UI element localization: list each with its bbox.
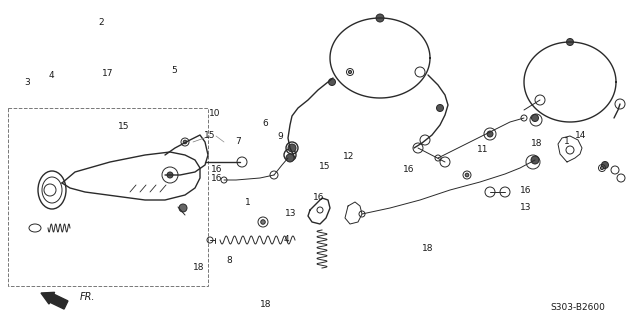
Text: 9: 9 [278, 132, 283, 141]
Text: 18: 18 [531, 139, 542, 148]
Circle shape [288, 144, 296, 152]
Text: S303-B2600: S303-B2600 [550, 303, 605, 313]
Circle shape [566, 39, 573, 46]
Text: 5: 5 [172, 66, 177, 75]
Circle shape [260, 220, 265, 224]
Text: 15: 15 [319, 162, 331, 171]
Text: 1: 1 [564, 137, 569, 146]
Bar [8, 108, 208, 286]
Text: 7: 7 [236, 137, 241, 146]
Text: 1: 1 [246, 198, 251, 207]
Text: 11: 11 [477, 145, 489, 154]
Text: 2: 2 [99, 19, 104, 27]
Text: 10: 10 [209, 109, 220, 118]
Text: 4: 4 [49, 71, 54, 80]
Text: 15: 15 [118, 122, 129, 131]
Text: 4: 4 [284, 235, 289, 244]
Text: 18: 18 [422, 244, 433, 253]
Text: 13: 13 [285, 209, 297, 218]
Text: 16: 16 [403, 165, 414, 174]
Circle shape [179, 204, 187, 212]
Text: 16: 16 [211, 174, 222, 182]
Text: 17: 17 [102, 69, 113, 78]
Text: FR.: FR. [80, 292, 95, 302]
Circle shape [600, 167, 604, 170]
Text: 8: 8 [227, 256, 232, 265]
Text: 13: 13 [520, 203, 532, 212]
Text: 14: 14 [575, 131, 587, 140]
FancyArrow shape [41, 292, 68, 309]
Circle shape [602, 161, 609, 168]
Circle shape [328, 78, 335, 85]
Circle shape [436, 105, 444, 112]
Text: 16: 16 [520, 186, 532, 195]
Text: 16: 16 [313, 193, 324, 202]
Text: 15: 15 [204, 131, 216, 140]
Circle shape [286, 154, 294, 162]
Text: 12: 12 [343, 152, 355, 161]
Text: 3: 3 [24, 78, 29, 87]
Circle shape [348, 70, 351, 74]
Text: 18: 18 [260, 300, 271, 309]
Circle shape [531, 156, 539, 164]
Circle shape [487, 131, 493, 137]
Text: 16: 16 [211, 165, 222, 174]
Circle shape [167, 172, 173, 178]
Circle shape [465, 173, 468, 177]
Circle shape [376, 14, 384, 22]
Circle shape [531, 115, 538, 122]
Text: 6: 6 [263, 119, 268, 128]
Circle shape [183, 140, 187, 144]
Text: 18: 18 [193, 263, 204, 272]
